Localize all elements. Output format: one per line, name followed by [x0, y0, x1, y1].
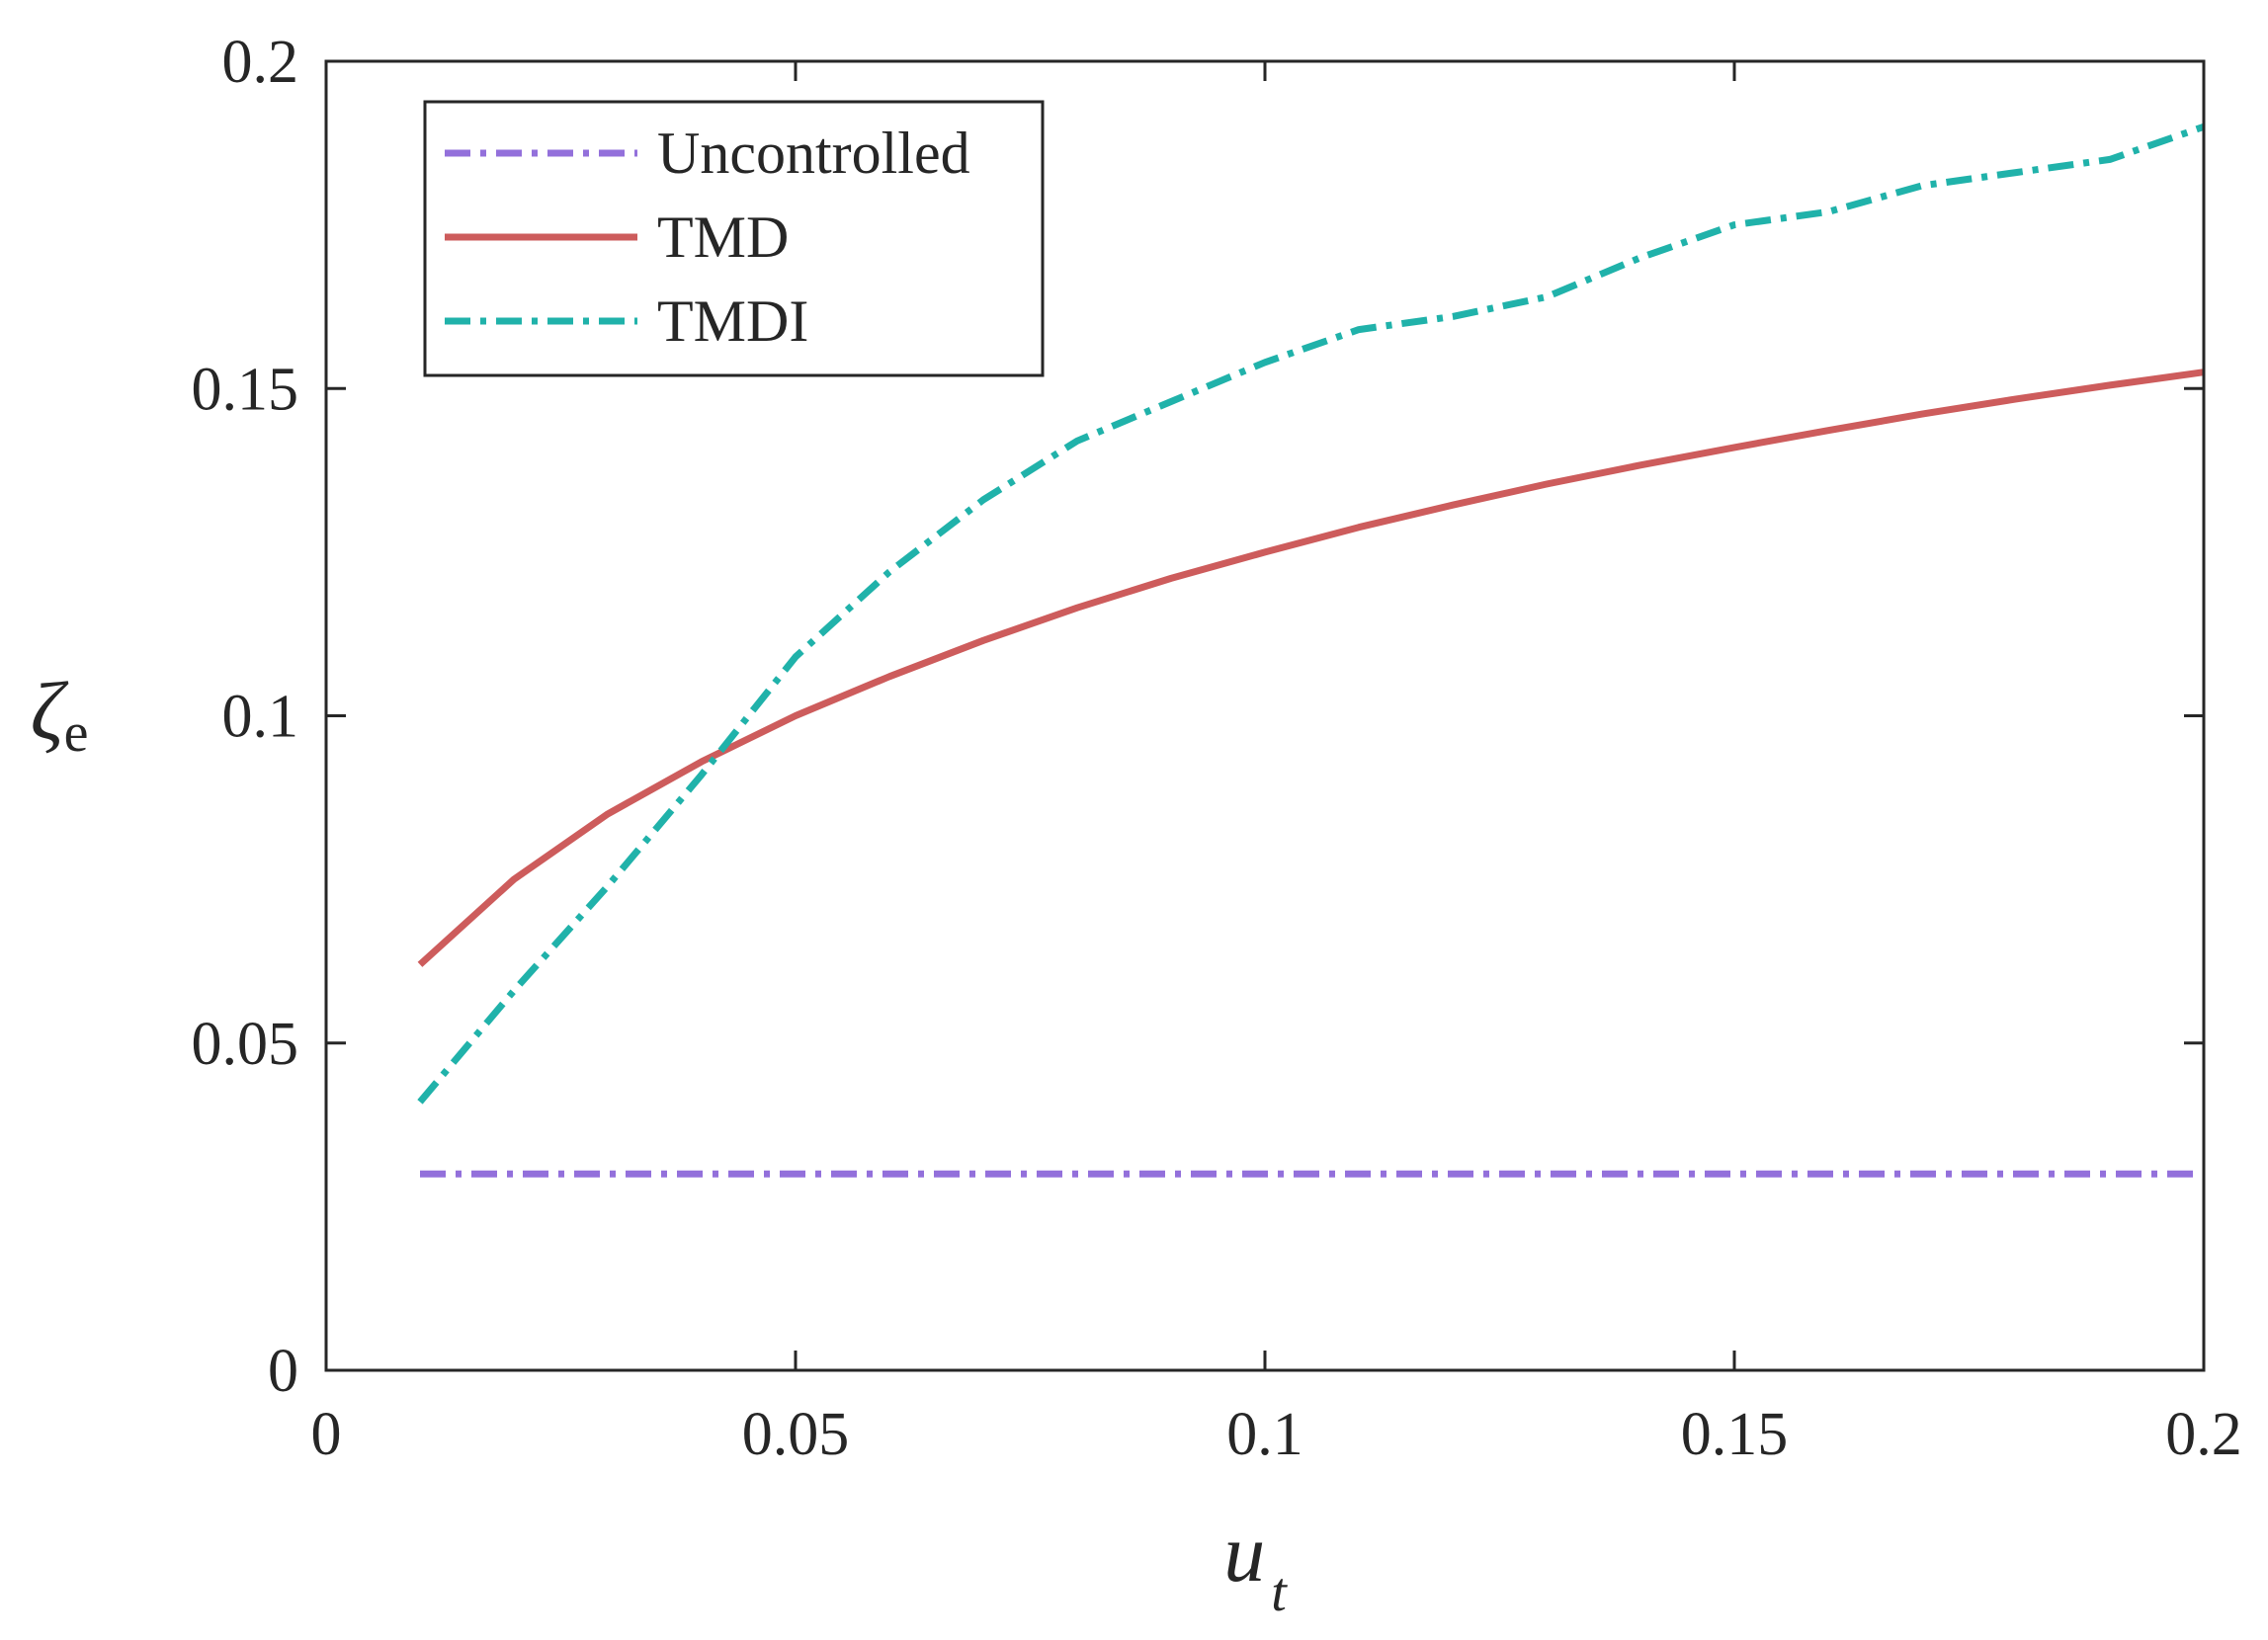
series-line-tmd [417, 369, 2205, 967]
tick-labels: 0 0.05 0.1 0.15 0.2 0 0.05 0.1 0.15 0.2 [192, 29, 2242, 1468]
x-tick-label: 0.1 [1226, 1401, 1303, 1468]
series-line-tmdi [417, 123, 2206, 1105]
legend-label-tmdi: TMDI [657, 288, 808, 354]
y-tick-label: 0 [268, 1338, 298, 1405]
y-tick-label: 0.15 [192, 356, 299, 423]
legend-label-uncontrolled: Uncontrolled [657, 121, 970, 186]
x-tick-label: 0.2 [2165, 1401, 2242, 1468]
x-axis-symbol: u [1223, 1508, 1265, 1599]
plot-frame [324, 59, 2206, 1372]
x-tick-label: 0.15 [1681, 1401, 1789, 1468]
legend-label-tmd: TMD [657, 205, 789, 270]
x-tick-label: 0.05 [742, 1401, 850, 1468]
legend: Uncontrolled TMD TMDI [423, 100, 1045, 377]
x-axis-subscript: t [1271, 1562, 1288, 1623]
y-axis-symbol: ζ [31, 666, 69, 758]
y-axis-label: ζe [31, 666, 89, 764]
y-tick-label: 0.1 [222, 684, 299, 751]
series-lines [417, 123, 2206, 1178]
y-axis-subscript: e [64, 702, 89, 764]
x-tick-label: 0 [311, 1401, 342, 1468]
y-tick-label: 0.2 [222, 29, 299, 96]
y-tick-label: 0.05 [192, 1011, 299, 1078]
